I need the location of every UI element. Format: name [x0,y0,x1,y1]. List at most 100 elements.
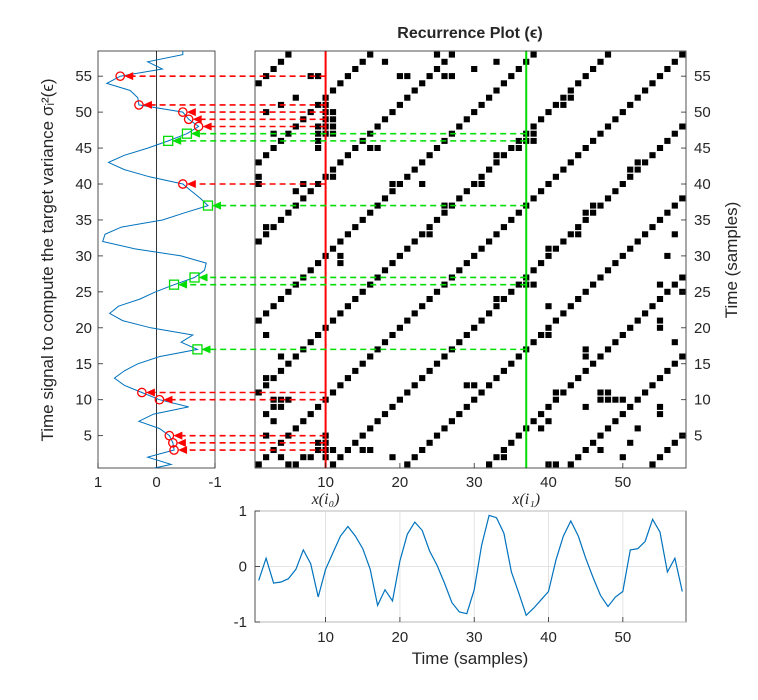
recurrence-cell [263,73,270,80]
y-tick-label: 20 [75,320,92,337]
recurrence-cell [389,332,396,338]
recurrence-cell [545,418,552,425]
recurrence-cell [500,367,507,374]
recurrence-cell [374,202,381,209]
recurrence-cell [500,224,507,231]
recurrence-cell [515,432,522,439]
recurrence-cell [575,296,582,302]
recurrence-cell [634,159,641,166]
recurrence-cell [367,209,374,216]
recurrence-cell [627,166,634,173]
recurrence-cell [552,461,559,468]
recurrence-cell [381,267,389,274]
recurrence-cell [367,447,374,453]
recurrence-cell [671,58,678,65]
recurrence-cell [545,109,552,116]
recurrence-cell [337,159,344,166]
connector-arrowhead [190,129,200,138]
recurrence-cell [582,447,589,453]
recurrence-cell [530,137,537,144]
signal-panel: 10 20 30 40 50 10-1 Time (samples) [234,503,687,668]
recurrence-cell [656,73,664,80]
recurrence-cell [456,123,463,130]
recurrence-cell [664,252,671,259]
recurrence-cell [329,123,337,130]
recurrence-cell [270,418,277,425]
recurrence-cell [277,367,285,374]
recurrence-cell [344,231,351,238]
recurrence-cell [649,382,656,389]
recurrence-cell [619,396,626,403]
recurrence-cell [463,116,470,123]
recurrence-cell [381,411,389,418]
recurrence-cell [515,145,522,151]
recurrence-cell [671,360,678,367]
recurrence-cell [538,411,545,418]
connector-arrowhead [198,273,208,282]
recurrence-cell [538,260,545,267]
recurrence-cell [352,66,359,72]
recurrence-cell [329,173,337,180]
recurrence-cell [389,403,396,410]
y-tick-label: 40 [75,176,92,193]
recurrence-cell [478,173,485,180]
connector-arrowhead [124,72,134,81]
recurrence-cell [315,403,322,410]
recurrence-cell [315,137,322,144]
recurrence-y-ticks: 5 10 15 20 25 30 35 40 45 50 55 [681,68,711,445]
recurrence-cell [307,188,314,195]
recurrence-cell [493,58,500,65]
recurrence-cell [627,324,634,331]
recurrence-cell [500,447,507,453]
recurrence-cell [352,367,359,374]
recurrence-cell [582,73,589,80]
y-tick-label: 40 [694,176,711,193]
recurrence-cell [337,238,344,245]
recurrence-cell [433,216,441,223]
recurrence-cell [344,447,351,453]
recurrence-cell [367,353,374,360]
recurrence-cell [404,317,411,324]
recurrence-cell [656,403,664,410]
recurrence-cell [597,202,604,209]
recurrence-cell [597,389,604,396]
recurrence-cell [515,137,522,144]
recurrence-cell [575,80,582,87]
recurrence-cell [567,461,574,468]
recurrence-cell [426,439,433,446]
recurrence-cell [292,94,299,101]
recurrence-cell [538,332,545,338]
y-tick-label: 45 [75,140,92,157]
recurrence-cell [411,310,418,317]
recurrence-cell [329,447,337,453]
recurrence-cell [642,310,649,317]
recurrence-cell [263,411,270,418]
y-tick-label: 35 [694,212,711,229]
recurrence-cell [627,403,634,410]
connector-marker [163,135,174,147]
recurrence-cell [307,411,314,418]
connector-arrowhead [163,395,173,404]
recurrence-cell [493,454,500,461]
recurrence-cell [471,252,478,259]
recurrence-cell [538,188,545,195]
rotated-signal-x-ticks: 1 0 -1 [94,463,222,491]
recurrence-cell [285,288,292,295]
recurrence-cell [634,317,641,324]
recurrence-cell [582,288,589,295]
recurrence-cell [344,303,351,310]
y-tick-label: 50 [694,104,711,121]
signal-x-axis-label: Time (samples) [412,649,529,668]
recurrence-cell [285,130,292,137]
recurrence-cell [367,51,374,58]
recurrence-cell [270,375,277,382]
recurrence-cell [656,411,664,418]
recurrence-cell [656,324,664,331]
recurrence-cell [604,195,612,202]
connector-marker [192,344,203,355]
recurrence-cell [277,58,285,65]
recurrence-cell [478,101,485,108]
recurrence-cell [263,454,270,461]
